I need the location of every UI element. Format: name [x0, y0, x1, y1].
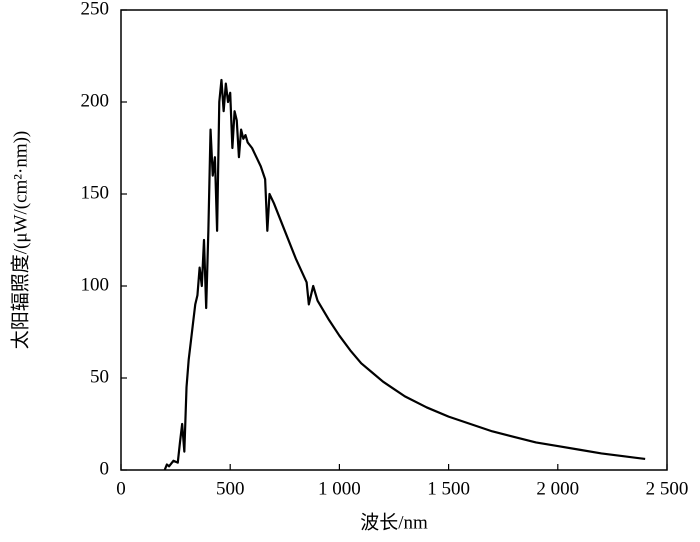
y-tick-label: 200: [81, 90, 110, 111]
y-tick-label: 100: [81, 274, 110, 295]
x-tick-label: 1 500: [427, 478, 470, 499]
y-tick-label: 0: [100, 458, 110, 479]
x-axis-title: 波长/nm: [360, 511, 428, 533]
plot-frame: [120, 9, 668, 471]
x-tick-label: 1 000: [318, 478, 361, 499]
y-tick-label: 250: [81, 0, 110, 19]
y-axis-title: 太阳辐照度/(μW/(cm²·nm)): [9, 131, 31, 350]
y-tick-label: 150: [81, 182, 110, 203]
x-tick-label: 2 000: [536, 478, 579, 499]
x-tick-label: 500: [216, 478, 245, 499]
x-tick-label: 2 500: [646, 478, 689, 499]
x-tick-label: 0: [116, 478, 126, 499]
spectrum-line: [163, 78, 646, 471]
y-tick-label: 50: [90, 366, 109, 387]
